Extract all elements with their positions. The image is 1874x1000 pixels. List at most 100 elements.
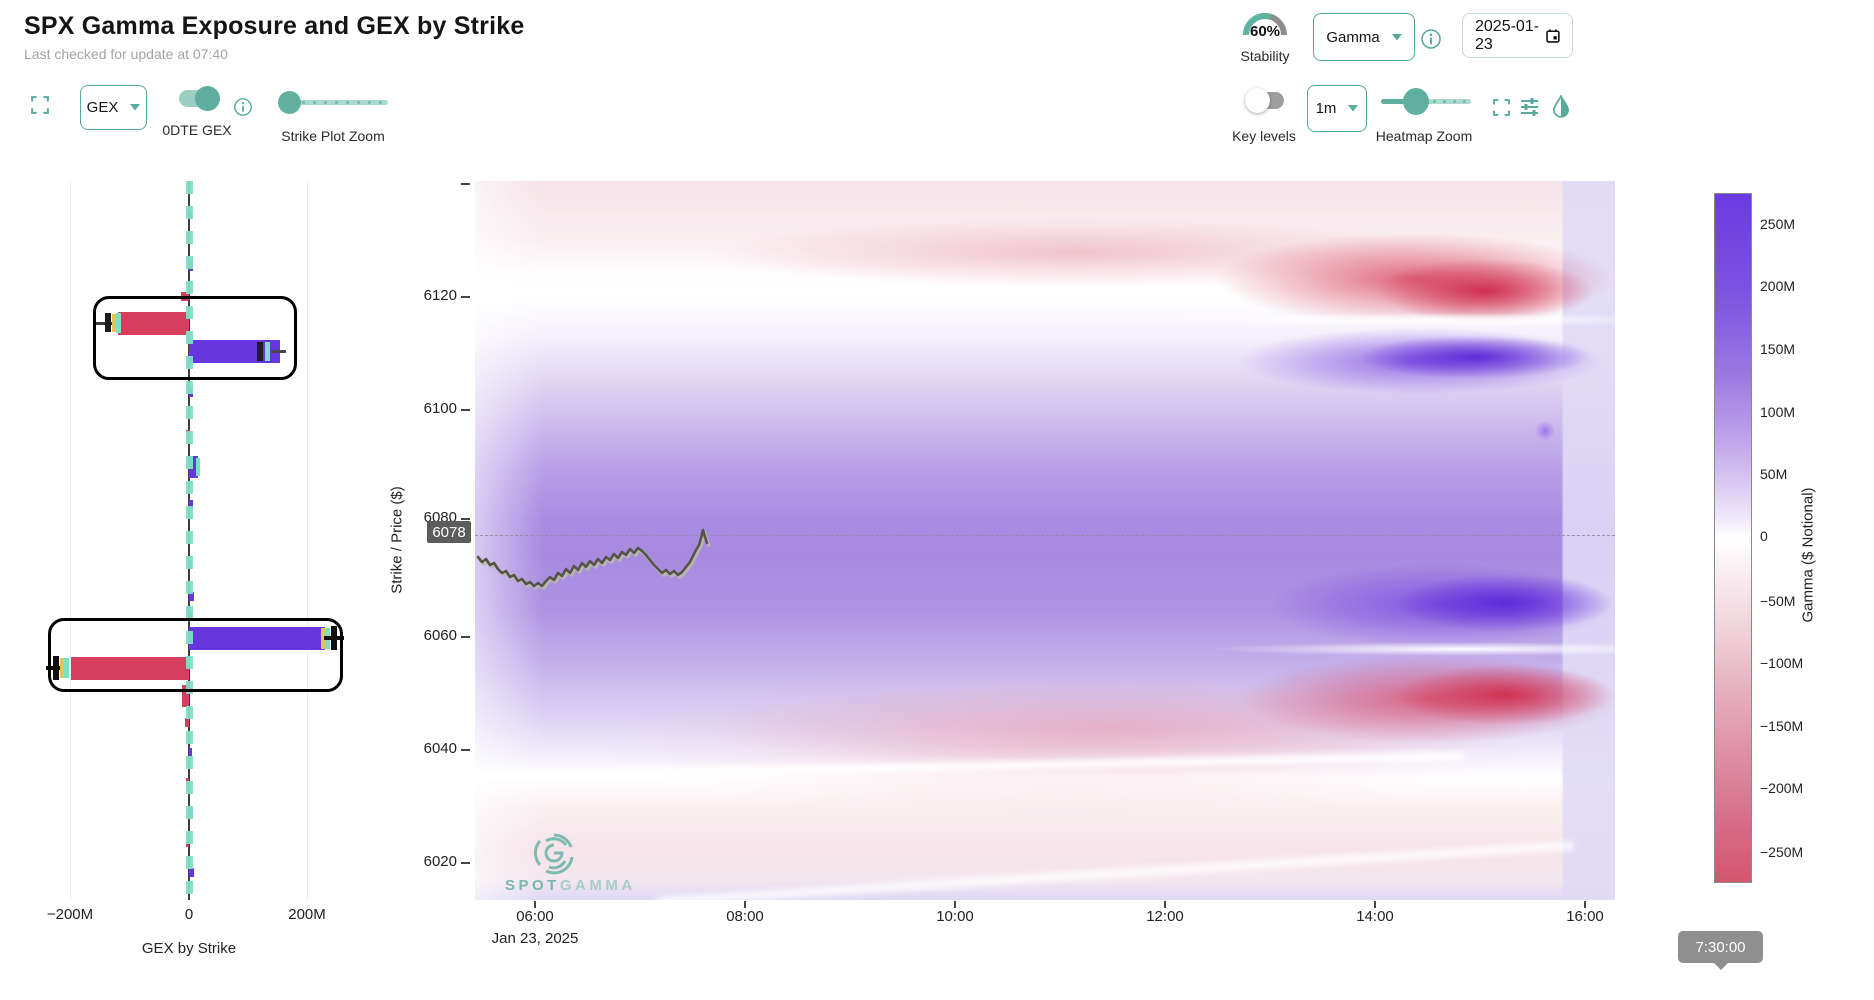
heatmap-y-tick-mark — [461, 409, 470, 411]
contrast-theme-icon[interactable] — [1552, 93, 1570, 119]
interval-select-value: 1m — [1315, 100, 1337, 117]
gex-bar-marker — [257, 342, 263, 361]
spotgamma-watermark: SPOTGAMMA — [505, 831, 632, 895]
time-tooltip: 7:30:00 — [1678, 931, 1763, 963]
heatmap-y-tick-mark — [461, 862, 470, 864]
watermark-text: SPOT — [505, 877, 560, 894]
gex-bar[interactable] — [117, 312, 189, 335]
gex-axis-title: GEX by Strike — [141, 940, 237, 957]
key-levels-toggle[interactable] — [1245, 88, 1284, 113]
date-axis-label: Jan 23, 2025 — [491, 930, 579, 947]
chevron-down-icon — [130, 104, 141, 111]
colorbar-axis-title: Gamma ($ Notional) — [1799, 487, 1817, 623]
metric-select[interactable]: Gamma — [1313, 13, 1415, 61]
gex-bar-marker — [53, 656, 59, 680]
heatmap-x-tick-mark — [534, 901, 536, 908]
colorbar-tick-label: 200M — [1760, 278, 1796, 294]
key-levels-label: Key levels — [1232, 128, 1296, 144]
gex-x-tick-label: 0 — [184, 906, 194, 923]
heatmap-zoom-thumb[interactable] — [1403, 88, 1429, 115]
chevron-down-icon — [1348, 105, 1359, 112]
fullscreen-icon[interactable] — [1493, 99, 1510, 116]
gex-by-strike-chart[interactable]: −200M 0 200M — [0, 0, 440, 1000]
heatmap-x-tick-mark — [744, 901, 746, 908]
chevron-down-icon — [1391, 33, 1402, 40]
heatmap-white-band — [455, 751, 1465, 782]
heatmap-x-tick-mark — [1374, 901, 1376, 908]
colorbar-tick-label: 100M — [1760, 404, 1796, 420]
gex-annotation-box — [93, 296, 297, 380]
colorbar-tick-label: −150M — [1760, 718, 1804, 734]
heatmap-y-tick-mark — [461, 749, 470, 751]
stability-label: Stability — [1240, 48, 1290, 64]
gex-bar-marker — [116, 313, 121, 333]
gamma-colorbar — [1714, 193, 1752, 883]
gex-zero-dashed-overlay — [185, 181, 193, 900]
gex-bar-marker — [64, 658, 69, 678]
strike-plot-zoom-label: Strike Plot Zoom — [281, 128, 385, 144]
strike-price-axis-title: Strike / Price ($) — [388, 486, 406, 594]
strike-plot-zoom-thumb[interactable] — [278, 91, 301, 114]
spotgamma-logo-icon — [533, 833, 574, 875]
heatmap-y-tick-mark — [461, 296, 470, 298]
heatmap-x-tick-label: 08:00 — [726, 908, 764, 925]
heatmap-x-tick-label: 06:00 — [516, 908, 554, 925]
gex-gridline — [306, 181, 308, 900]
heatmap-x-tick-label: 12:00 — [1146, 908, 1184, 925]
heatmap-x-tick-mark — [954, 901, 956, 908]
current-price-badge: 6078 — [427, 521, 471, 543]
key-levels-toggle-knob — [1245, 88, 1270, 113]
heatmap-x-tick-label: 16:00 — [1566, 908, 1604, 925]
strike-plot-zoom-slider[interactable] — [278, 91, 388, 114]
colorbar-tick-label: −250M — [1760, 844, 1804, 860]
heatmap-y-tick-mark — [461, 636, 470, 638]
stability-gauge: 60% — [1238, 6, 1292, 66]
gex-bar-marker — [60, 658, 64, 678]
gex-x-tick-label: 200M — [288, 906, 326, 923]
colorbar-tick-label: −100M — [1760, 655, 1804, 671]
date-value: 2025-01-23 — [1475, 17, 1540, 53]
gamma-heatmap[interactable]: SPOTGAMMA — [455, 181, 1615, 907]
odte-gex-toggle-knob — [195, 86, 220, 111]
info-icon[interactable] — [1420, 28, 1442, 50]
stability-gauge-arc — [1242, 12, 1287, 36]
heatmap-white-band — [655, 840, 1575, 907]
expand-chart-icon[interactable] — [31, 96, 49, 114]
heatmap-x-tick-label: 10:00 — [936, 908, 974, 925]
price-candle-trace — [476, 528, 711, 590]
gex-bar[interactable] — [189, 456, 198, 478]
colorbar-tick-label: −200M — [1760, 780, 1804, 796]
gex-x-tick-label: −200M — [46, 906, 94, 923]
heatmap-zoom-label: Heatmap Zoom — [1375, 128, 1473, 144]
metric-select-value: Gamma — [1326, 28, 1380, 46]
heatmap-y-tick-mark — [461, 183, 470, 185]
interval-select[interactable]: 1m — [1307, 85, 1367, 132]
date-picker[interactable]: 2025-01-23 — [1462, 13, 1573, 58]
page-title: SPX Gamma Exposure and GEX by Strike — [24, 12, 525, 40]
gex-bar-marker — [324, 636, 344, 640]
heatmap-zoom-slider[interactable] — [1381, 88, 1471, 115]
colorbar-tick-label: 50M — [1760, 466, 1788, 482]
info-icon[interactable] — [233, 97, 253, 117]
tune-settings-icon[interactable] — [1520, 96, 1539, 118]
gex-bar-marker — [196, 458, 200, 476]
colorbar-tick-label: 250M — [1760, 216, 1796, 232]
gex-bar[interactable] — [70, 657, 189, 680]
series-select[interactable]: GEX — [80, 85, 147, 130]
gex-bar-marker — [105, 313, 111, 332]
gex-bar[interactable] — [181, 685, 189, 707]
gex-bar-marker — [265, 342, 270, 361]
heatmap-y-tick-mark — [461, 518, 470, 520]
odte-gex-toggle[interactable] — [179, 86, 220, 111]
series-select-value: GEX — [86, 99, 119, 116]
gex-bar-marker — [321, 628, 325, 649]
heatmap-x-tick-mark — [1584, 901, 1586, 908]
last-checked-status: Last checked for update at 07:40 — [24, 46, 228, 62]
odte-gex-label: 0DTE GEX — [162, 122, 232, 138]
price-level-dashed-line — [475, 535, 1615, 536]
calendar-icon — [1546, 28, 1560, 43]
gex-annotation-box — [48, 618, 343, 692]
colorbar-tick-label: −50M — [1760, 593, 1796, 609]
gex-bar[interactable] — [189, 627, 326, 650]
